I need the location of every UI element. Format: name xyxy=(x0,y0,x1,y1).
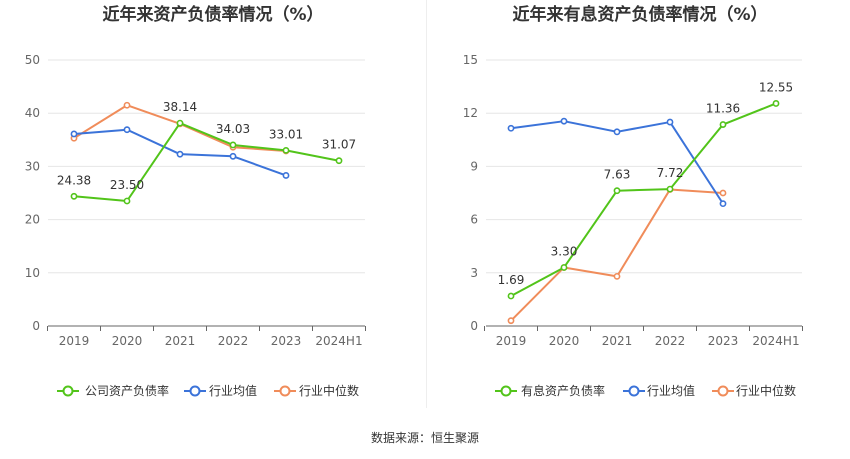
data-point xyxy=(666,118,674,126)
x-tick-label: 2019 xyxy=(496,334,527,348)
data-label: 11.36 xyxy=(706,102,740,116)
panel-divider xyxy=(426,0,427,408)
y-tick-label: 12 xyxy=(463,106,478,120)
data-point xyxy=(229,152,237,160)
data-label: 34.03 xyxy=(216,122,250,136)
y-tick-label: 6 xyxy=(470,213,478,227)
series-line xyxy=(510,102,777,297)
data-point xyxy=(613,128,621,136)
data-point xyxy=(666,185,674,193)
x-tick-label: 2024H1 xyxy=(752,334,799,348)
data-source-note: 数据来源：恒生聚源 xyxy=(370,431,479,445)
legend-swatch-marker xyxy=(279,385,291,397)
y-tick-label: 30 xyxy=(25,159,40,173)
legend-swatch-marker xyxy=(500,385,512,397)
data-point xyxy=(282,146,290,154)
data-label: 24.38 xyxy=(57,173,91,187)
data-point xyxy=(123,197,131,205)
data-point xyxy=(719,189,727,197)
data-label: 7.63 xyxy=(604,168,631,182)
chart-title: 近年来有息资产负债率情况（%） xyxy=(512,4,767,25)
data-point xyxy=(772,100,780,107)
x-tick-label: 2020 xyxy=(549,334,580,348)
chart-2: 近年来有息资产负债率情况（%） 0 3 6 9 12 15 2019 2020 2021 2022 2… xyxy=(463,4,803,398)
data-label: 33.01 xyxy=(269,127,303,141)
data-point xyxy=(719,200,727,208)
y-tick-label: 9 xyxy=(470,159,478,173)
x-tick-label: 2024H1 xyxy=(315,334,362,348)
y-tick-label: 0 xyxy=(32,319,40,333)
data-point xyxy=(719,121,727,128)
x-tick-label: 2019 xyxy=(59,334,90,348)
data-label: 38.14 xyxy=(163,100,197,114)
x-tick-label: 2020 xyxy=(112,334,143,348)
legend-label: 行业中位数 xyxy=(299,383,359,398)
data-point xyxy=(507,317,515,325)
data-point xyxy=(70,192,78,200)
legend-label: 公司资产负债率 xyxy=(85,383,169,398)
data-label: 12.55 xyxy=(759,80,793,94)
legend-label: 有息资产负债率 xyxy=(521,383,605,398)
x-tick-label: 2021 xyxy=(602,334,633,348)
x-tick-label: 2022 xyxy=(218,334,249,348)
data-label: 3.30 xyxy=(551,244,578,258)
legend-swatch-marker xyxy=(717,385,729,397)
data-point xyxy=(123,101,131,109)
data-point xyxy=(560,117,568,125)
x-tick-label: 2023 xyxy=(271,334,302,348)
data-point xyxy=(70,130,78,138)
series-line xyxy=(510,188,724,322)
legend-label: 行业中位数 xyxy=(736,383,796,398)
legend-label: 行业均值 xyxy=(209,383,257,398)
x-tick-label: 2022 xyxy=(655,334,686,348)
data-label: 7.72 xyxy=(657,166,684,180)
legend-label: 行业均值 xyxy=(647,383,695,398)
data-label: 1.69 xyxy=(498,273,525,287)
data-label: 23.50 xyxy=(110,178,144,192)
legend-swatch-marker xyxy=(62,385,74,397)
legend-swatch-marker xyxy=(628,385,640,397)
data-point xyxy=(560,264,568,271)
y-tick-label: 50 xyxy=(25,53,40,67)
data-point xyxy=(282,172,290,179)
x-tick-label: 2023 xyxy=(708,334,739,348)
x-tick-label: 2021 xyxy=(165,334,196,348)
chart-1: 近年来资产负债率情况（%） 0 10 20 30 40 50 2019 2020 2021 2022… xyxy=(25,4,366,398)
y-tick-label: 0 xyxy=(470,319,478,333)
data-point xyxy=(613,272,621,280)
y-tick-label: 15 xyxy=(463,53,478,67)
data-point xyxy=(335,157,343,165)
y-tick-label: 20 xyxy=(25,213,40,227)
data-point xyxy=(507,124,515,132)
data-point xyxy=(613,187,621,195)
data-point xyxy=(123,126,131,134)
data-point xyxy=(229,141,237,149)
y-tick-label: 3 xyxy=(470,266,478,280)
data-label: 31.07 xyxy=(322,138,356,152)
data-point xyxy=(507,292,515,300)
y-tick-label: 10 xyxy=(25,266,40,280)
chart-title: 近年来资产负债率情况（%） xyxy=(102,4,323,25)
data-point xyxy=(176,119,184,127)
data-point xyxy=(176,150,184,158)
y-tick-label: 40 xyxy=(25,106,40,120)
legend-swatch-marker xyxy=(189,385,201,397)
series-line xyxy=(73,122,340,202)
